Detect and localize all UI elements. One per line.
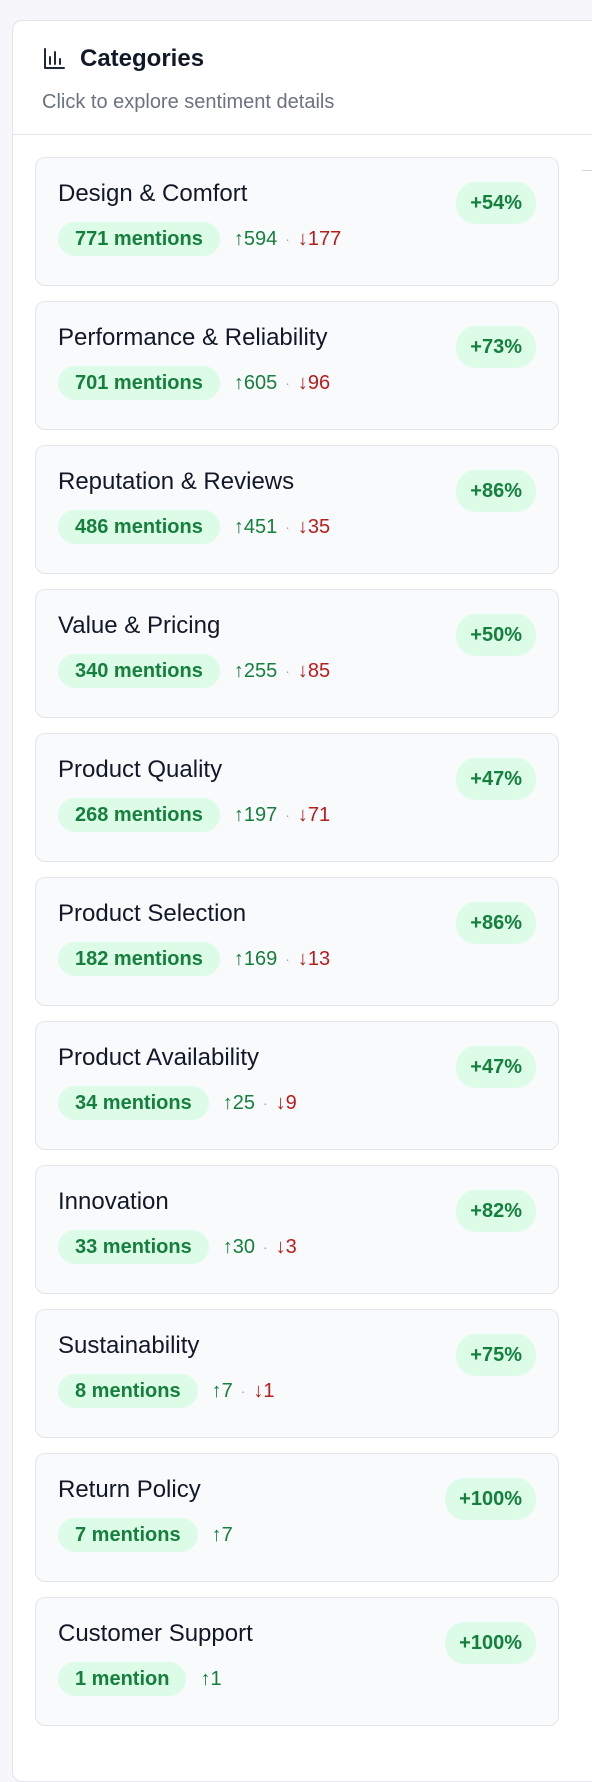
positive-count: ↑1 (200, 1667, 222, 1690)
negative-count: ↓177 (297, 227, 342, 250)
category-meta: 182 mentions ↑169 · ↓13 (58, 942, 558, 976)
category-card[interactable]: Reputation & Reviews 486 mentions ↑451 · ↓35… (35, 445, 559, 574)
category-card[interactable]: Customer Support 1 mention ↑1 +100% (35, 1597, 559, 1726)
category-card[interactable]: Innovation 33 mentions ↑30 · ↓3 +82% (35, 1165, 559, 1294)
category-name: Product Availability (58, 1044, 259, 1071)
negative-count: ↓13 (297, 947, 331, 970)
category-meta: 1 mention ↑1 (58, 1662, 558, 1696)
sentiment-badge: +86% (456, 902, 536, 944)
sentiment-badge: +82% (456, 1190, 536, 1232)
sentiment-badge: +100% (445, 1478, 536, 1520)
separator-dot: · (285, 951, 290, 967)
category-list: Design & Comfort 771 mentions ↑594 · ↓177 +54… (13, 135, 559, 1726)
separator-dot: · (285, 807, 290, 823)
mentions-badge: 34 mentions (58, 1086, 209, 1120)
mentions-badge: 771 mentions (58, 222, 220, 256)
category-name: Value & Pricing (58, 612, 221, 639)
category-meta: 486 mentions ↑451 · ↓35 (58, 510, 558, 544)
negative-count: ↓85 (297, 659, 331, 682)
positive-count: ↑7 (211, 1523, 233, 1546)
category-card[interactable]: Return Policy 7 mentions ↑7 +100% (35, 1453, 559, 1582)
category-card[interactable]: Value & Pricing 340 mentions ↑255 · ↓85 +50% (35, 589, 559, 718)
category-name: Product Quality (58, 756, 223, 783)
positive-count: ↑7 (211, 1379, 233, 1402)
category-meta: 268 mentions ↑197 · ↓71 (58, 798, 558, 832)
mentions-badge: 7 mentions (58, 1518, 198, 1552)
sentiment-badge: +86% (456, 470, 536, 512)
mentions-badge: 182 mentions (58, 942, 220, 976)
mentions-badge: 268 mentions (58, 798, 220, 832)
positive-count: ↑169 (233, 947, 278, 970)
separator-dot: · (285, 231, 290, 247)
category-card[interactable]: Performance & Reliability 701 mentions ↑60… (35, 301, 559, 430)
separator-dot: · (262, 1239, 268, 1255)
category-name: Reputation & Reviews (58, 468, 295, 495)
positive-count: ↑255 (233, 659, 278, 682)
mentions-badge: 1 mention (58, 1662, 187, 1696)
mentions-badge: 701 mentions (58, 366, 220, 400)
category-name: Performance & Reliability (58, 324, 328, 351)
category-name: Design & Comfort (58, 180, 248, 207)
category-card[interactable]: Product Availability 34 mentions ↑25 · ↓9 +47… (35, 1021, 559, 1150)
page-title: Categories (80, 45, 205, 72)
positive-count: ↑197 (233, 803, 278, 826)
negative-count: ↓9 (275, 1091, 297, 1114)
mentions-badge: 486 mentions (58, 510, 220, 544)
category-card[interactable]: Product Selection 182 mentions ↑169 · ↓13 +86… (35, 877, 559, 1006)
negative-count: ↓3 (275, 1235, 297, 1258)
separator-dot: · (240, 1383, 246, 1399)
sentiment-badge: +75% (456, 1334, 536, 1376)
sentiment-badge: +73% (456, 326, 536, 368)
positive-count: ↑605 (233, 371, 278, 394)
panel-header: Categories Click to explore sentiment de… (13, 21, 592, 135)
title-row: Categories (42, 45, 592, 73)
separator-dot: · (285, 663, 290, 679)
negative-count: ↓1 (253, 1379, 275, 1402)
category-meta: 7 mentions ↑7 (58, 1518, 558, 1552)
sentiment-badge: +50% (456, 614, 536, 656)
separator-dot: · (285, 519, 290, 535)
category-name: Return Policy (58, 1476, 201, 1503)
positive-count: ↑451 (233, 515, 278, 538)
sentiment-badge: +47% (456, 1046, 536, 1088)
divider (582, 170, 592, 171)
negative-count: ↓71 (297, 803, 331, 826)
sentiment-badge: +47% (456, 758, 536, 800)
sentiment-badge: +54% (456, 182, 536, 224)
negative-count: ↓96 (297, 371, 331, 394)
negative-count: ↓35 (297, 515, 331, 538)
separator-dot: · (285, 375, 290, 391)
mentions-badge: 340 mentions (58, 654, 220, 688)
category-card[interactable]: Design & Comfort 771 mentions ↑594 · ↓177 +54… (35, 157, 559, 286)
categories-panel: Categories Click to explore sentiment de… (12, 20, 592, 1782)
category-card[interactable]: Product Quality 268 mentions ↑197 · ↓71 +47% (35, 733, 559, 862)
positive-count: ↑30 (222, 1235, 255, 1258)
category-card[interactable]: Sustainability 8 mentions ↑7 · ↓1 +75% (35, 1309, 559, 1438)
category-name: Customer Support (58, 1620, 253, 1647)
category-name: Sustainability (58, 1332, 200, 1359)
category-meta: 771 mentions ↑594 · ↓177 (58, 222, 558, 256)
category-meta: 34 mentions ↑25 · ↓9 (58, 1086, 558, 1120)
bar-chart-icon (42, 47, 66, 71)
mentions-badge: 33 mentions (58, 1230, 209, 1264)
category-meta: 701 mentions ↑605 · ↓96 (58, 366, 558, 400)
category-meta: 33 mentions ↑30 · ↓3 (58, 1230, 558, 1264)
separator-dot: · (262, 1095, 268, 1111)
category-name: Product Selection (58, 900, 247, 927)
sentiment-badge: +100% (445, 1622, 536, 1664)
positive-count: ↑25 (222, 1091, 255, 1114)
category-meta: 8 mentions ↑7 · ↓1 (58, 1374, 558, 1408)
positive-count: ↑594 (233, 227, 278, 250)
panel-subtitle: Click to explore sentiment details (42, 91, 335, 113)
mentions-badge: 8 mentions (58, 1374, 198, 1408)
category-meta: 340 mentions ↑255 · ↓85 (58, 654, 558, 688)
category-name: Innovation (58, 1188, 169, 1215)
